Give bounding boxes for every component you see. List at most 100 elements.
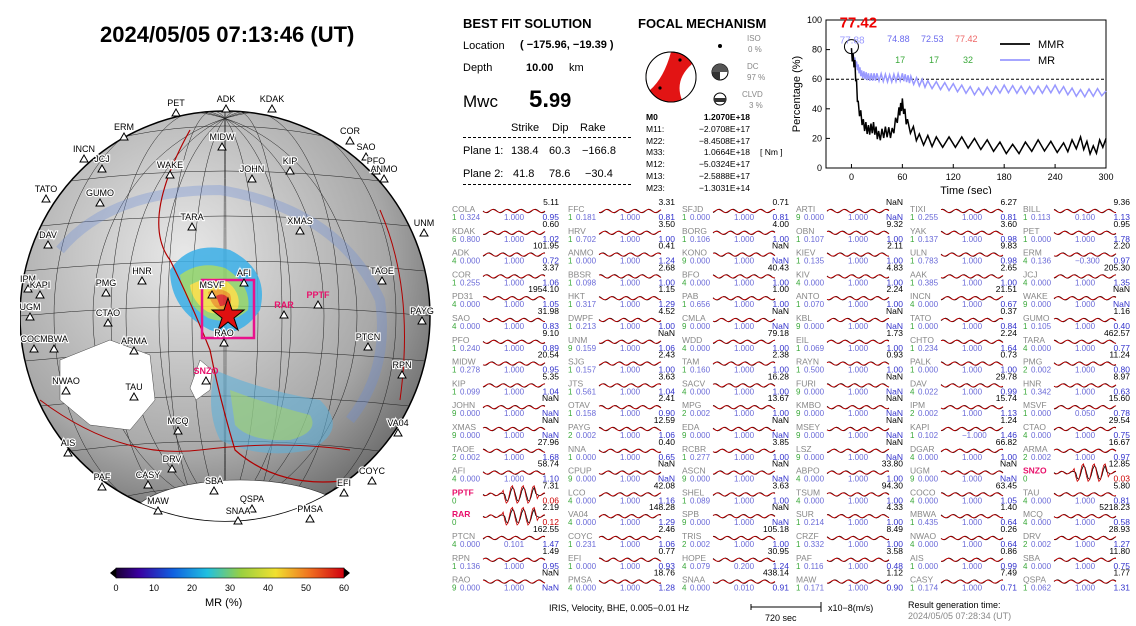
trace-amplitude: 3.60 bbox=[1000, 219, 1017, 229]
trace-amplitude: 0.86 bbox=[1000, 546, 1017, 556]
station-marker-icon[interactable] bbox=[137, 275, 147, 285]
station-marker-icon[interactable] bbox=[167, 463, 177, 473]
station-marker-icon[interactable] bbox=[345, 135, 355, 145]
trace-amplitude: 2.43 bbox=[658, 350, 675, 360]
trace-level: 1 bbox=[796, 300, 801, 309]
station-label: AFI bbox=[237, 268, 251, 278]
station-marker-icon[interactable] bbox=[35, 289, 45, 299]
trace-amplitude: 0.71 bbox=[772, 197, 789, 207]
station-marker-icon[interactable] bbox=[377, 275, 387, 285]
station-marker-icon[interactable] bbox=[393, 427, 403, 437]
station-marker-icon[interactable] bbox=[219, 337, 229, 347]
station-marker-icon[interactable] bbox=[95, 197, 105, 207]
trace-param-a: 0.277 bbox=[690, 453, 711, 462]
station-marker-icon[interactable] bbox=[279, 309, 289, 319]
station-marker-icon[interactable] bbox=[239, 277, 249, 287]
trace-param-a: 0.000 bbox=[804, 387, 825, 396]
station-marker-icon[interactable] bbox=[363, 341, 373, 351]
trace-ratio: 1.00 bbox=[772, 365, 789, 375]
trace-ratio: 1.28 bbox=[658, 583, 675, 593]
col-strike: Strike bbox=[511, 122, 540, 134]
trace-station-label: SNAA bbox=[682, 575, 705, 585]
station-marker-icon[interactable] bbox=[143, 479, 153, 489]
station-marker-icon[interactable] bbox=[247, 173, 257, 183]
trace-amplitude: NaN bbox=[886, 197, 903, 207]
trace-level: 9 bbox=[682, 257, 687, 266]
station-marker-icon[interactable] bbox=[97, 163, 107, 173]
station-marker-icon[interactable] bbox=[247, 503, 257, 513]
trace-level: 4 bbox=[910, 453, 915, 462]
station-label: EFI bbox=[337, 478, 351, 488]
station-marker-icon[interactable] bbox=[361, 151, 371, 161]
station-marker-icon[interactable] bbox=[173, 425, 183, 435]
station-marker-icon[interactable] bbox=[285, 165, 295, 175]
trace-param-a: 0.000 bbox=[460, 475, 481, 484]
trace-param-a: 0.000 bbox=[690, 278, 711, 287]
station-marker-icon[interactable] bbox=[187, 221, 197, 231]
station-marker-icon[interactable] bbox=[63, 447, 73, 457]
trace-amplitude: 2.41 bbox=[658, 393, 675, 403]
station-marker-icon[interactable] bbox=[29, 343, 39, 353]
station-marker-icon[interactable] bbox=[419, 227, 429, 237]
station-marker-icon[interactable] bbox=[417, 315, 427, 325]
station-marker-icon[interactable] bbox=[171, 107, 181, 117]
trace-amplitude: 105.18 bbox=[763, 524, 789, 534]
station-marker-icon[interactable] bbox=[295, 225, 305, 235]
station-marker-icon[interactable] bbox=[97, 481, 107, 491]
station-marker-icon[interactable] bbox=[129, 345, 139, 355]
station-marker-icon[interactable] bbox=[23, 283, 33, 293]
m13-label: M13: bbox=[646, 170, 665, 181]
station-marker-icon[interactable] bbox=[79, 153, 89, 163]
station-marker-icon[interactable] bbox=[103, 317, 113, 327]
station-marker-icon[interactable] bbox=[101, 287, 111, 297]
station-marker-icon[interactable] bbox=[129, 391, 139, 401]
station-marker-icon[interactable] bbox=[209, 485, 219, 495]
trace-amplitude: 27.96 bbox=[538, 437, 560, 447]
station-marker-icon[interactable] bbox=[217, 141, 227, 151]
station-marker-icon[interactable] bbox=[61, 385, 71, 395]
station-marker-icon[interactable] bbox=[367, 475, 377, 485]
station-marker-icon[interactable] bbox=[221, 103, 231, 113]
trace-param-b: 1.000 bbox=[962, 584, 983, 593]
station-marker-icon[interactable] bbox=[379, 173, 389, 183]
station-marker-icon[interactable] bbox=[233, 515, 243, 525]
trace-ratio: 0.64 bbox=[1000, 539, 1017, 549]
trace-amplitude: NaN bbox=[886, 306, 903, 316]
station-marker-icon[interactable] bbox=[313, 299, 323, 309]
station-marker-icon[interactable] bbox=[41, 193, 51, 203]
synthetic-waveform bbox=[598, 274, 662, 279]
trace-param-a: 0.002 bbox=[690, 540, 711, 549]
trace-amplitude: 42.08 bbox=[654, 480, 676, 490]
trace-amplitude: 101.95 bbox=[533, 241, 559, 251]
trace-param-b: 1.000 bbox=[1075, 366, 1096, 375]
m12-label: M12: bbox=[646, 159, 665, 170]
synthetic-waveform bbox=[598, 536, 662, 540]
trace-station-label: IPM bbox=[910, 400, 925, 410]
station-marker-icon[interactable] bbox=[267, 103, 277, 113]
station-marker-icon[interactable] bbox=[371, 165, 381, 175]
station-marker-icon[interactable] bbox=[201, 375, 211, 385]
station-marker-icon[interactable] bbox=[49, 343, 59, 353]
station-marker-icon[interactable] bbox=[397, 369, 407, 379]
synthetic-waveform bbox=[598, 209, 662, 213]
mr-map[interactable]: PET ADK KDAK ERM COR SAO MIDW INCN JCJ PFO ANMO WAK… bbox=[18, 70, 438, 570]
trace-ratio: 0.78 bbox=[1113, 408, 1130, 418]
trace-param-a: 0.000 bbox=[576, 584, 597, 593]
station-label: PET bbox=[167, 98, 185, 108]
trace-param-a: 0.783 bbox=[918, 257, 939, 266]
station-marker-icon[interactable] bbox=[305, 513, 315, 523]
synthetic-waveform bbox=[1053, 514, 1117, 519]
trace-station-label: CRZF bbox=[796, 531, 819, 541]
synthetic-waveform bbox=[712, 405, 776, 410]
trace-ratio: 0.90 bbox=[658, 408, 675, 418]
station-marker-icon[interactable] bbox=[25, 311, 35, 321]
station-marker-icon[interactable] bbox=[207, 289, 217, 299]
station-marker-icon[interactable] bbox=[153, 505, 163, 515]
trace-param-a: 0.000 bbox=[576, 518, 597, 527]
station-marker-icon[interactable] bbox=[339, 487, 349, 497]
station-marker-icon[interactable] bbox=[165, 169, 175, 179]
trace-ratio: 0.95 bbox=[542, 561, 559, 571]
station-label: DAV bbox=[39, 230, 57, 240]
station-marker-icon[interactable] bbox=[119, 131, 129, 141]
station-marker-icon[interactable] bbox=[43, 239, 53, 249]
